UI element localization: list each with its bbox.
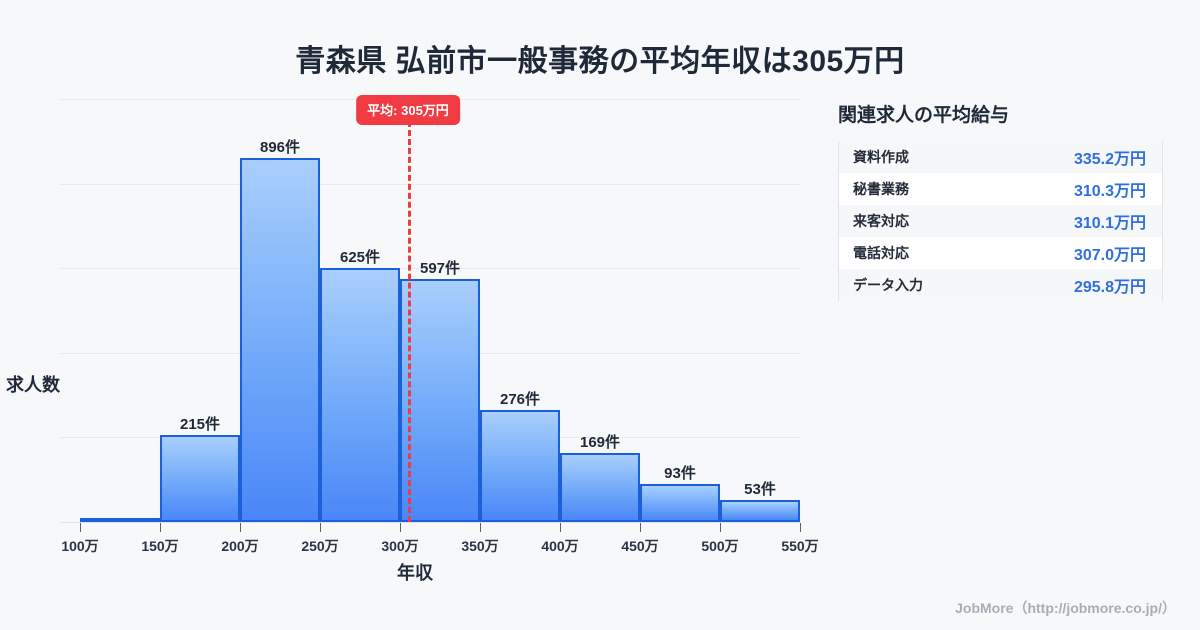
- x-axis-tick: [400, 523, 401, 532]
- side-panel-heading: 関連求人の平均給与: [838, 105, 1010, 126]
- table-row[interactable]: 秘書業務 310.3万円: [839, 173, 1162, 205]
- bar-value-label: 53件: [744, 481, 776, 499]
- x-axis-tick-label: 150万: [141, 538, 179, 554]
- x-axis-tick-label: 400万: [541, 538, 579, 554]
- y-axis-title: 求人数: [6, 375, 60, 395]
- gridline-1: [60, 183, 800, 185]
- bar-value-label: 276件: [499, 390, 541, 408]
- bar-value-label: 169件: [579, 434, 621, 452]
- footer-credit: JobMore（http://jobmore.co.jp/）: [955, 600, 1176, 616]
- bar[interactable]: [400, 279, 480, 522]
- row-value: 310.3万円: [1073, 183, 1146, 200]
- bar[interactable]: [720, 500, 800, 522]
- x-axis-tick: [80, 523, 81, 532]
- x-axis-tick-label: 500万: [701, 538, 739, 554]
- histogram-chart: 求人数 215件 896件 625件 597件 276件 169件 93件 53件 平均: 3…: [0, 90, 830, 590]
- row-label: 資料作成: [853, 149, 909, 165]
- row-value: 307.0万円: [1073, 247, 1146, 264]
- row-label: 秘書業務: [853, 181, 909, 197]
- row-label: データ入力: [853, 277, 923, 293]
- x-axis-tick: [320, 523, 321, 532]
- bar[interactable]: [640, 484, 720, 522]
- bar[interactable]: [240, 157, 320, 522]
- gridline-2: [60, 268, 800, 270]
- axis-baseline: [60, 522, 800, 523]
- table-row[interactable]: データ入力 295.8万円: [839, 269, 1162, 301]
- bar-value-label: 896件: [259, 138, 301, 156]
- bar[interactable]: [160, 434, 240, 522]
- x-axis-tick-label: 350万: [461, 538, 499, 554]
- bar[interactable]: [320, 267, 400, 522]
- x-axis-tick: [720, 523, 721, 532]
- average-dashed-line: [408, 121, 411, 522]
- x-axis-tick: [160, 523, 161, 532]
- x-axis-tick-label: 300万: [381, 538, 419, 554]
- related-salary-panel: 関連求人の平均給与 資料作成 335.2万円秘書業務 310.3万円来客対応 310.…: [838, 100, 1178, 301]
- x-axis-tick-label: 250万: [301, 538, 339, 554]
- bar-value-label: 597件: [419, 260, 461, 278]
- bar[interactable]: [560, 453, 640, 522]
- x-axis-tick-label: 550万: [781, 538, 819, 554]
- row-value: 335.2万円: [1073, 151, 1146, 168]
- bar-value-label: 93件: [664, 465, 696, 483]
- row-value: 295.8万円: [1073, 279, 1146, 296]
- x-axis-tick-label: 200万: [221, 538, 259, 554]
- x-axis-tick: [240, 523, 241, 532]
- bar[interactable]: [480, 409, 560, 522]
- x-axis-tick-label: 100万: [61, 538, 99, 554]
- row-label: 電話対応: [853, 245, 909, 261]
- row-value: 310.1万円: [1073, 215, 1146, 232]
- plot-area: 215件 896件 625件 597件 276件 169件 93件 53件 平均: 305万円…: [60, 95, 819, 554]
- x-axis-tick: [480, 523, 481, 532]
- page-title: 青森県 弘前市一般事務の平均年収は305万円: [295, 45, 905, 78]
- x-axis-tick: [640, 523, 641, 532]
- bar-series: 215件 896件 625件 597件 276件 169件 93件 53件: [80, 99, 800, 522]
- x-axis-tick-label: 450万: [621, 538, 659, 554]
- related-salary-table: 資料作成 335.2万円秘書業務 310.3万円来客対応 310.1万円電話対応 307…: [838, 141, 1163, 301]
- bar-value-label: 215件: [179, 415, 221, 433]
- x-axis-tick: [560, 523, 561, 532]
- table-row[interactable]: 電話対応 307.0万円: [839, 237, 1162, 269]
- table-row[interactable]: 資料作成 335.2万円: [839, 141, 1162, 173]
- bar-value-label: 625件: [339, 248, 381, 266]
- x-axis-title: 年収: [397, 563, 433, 583]
- row-label: 来客対応: [853, 213, 909, 229]
- table-row[interactable]: 来客対応 310.1万円: [839, 205, 1162, 237]
- x-axis-tick: [800, 523, 801, 532]
- bar[interactable]: [80, 518, 160, 522]
- average-badge: 平均: 305万円: [356, 95, 460, 125]
